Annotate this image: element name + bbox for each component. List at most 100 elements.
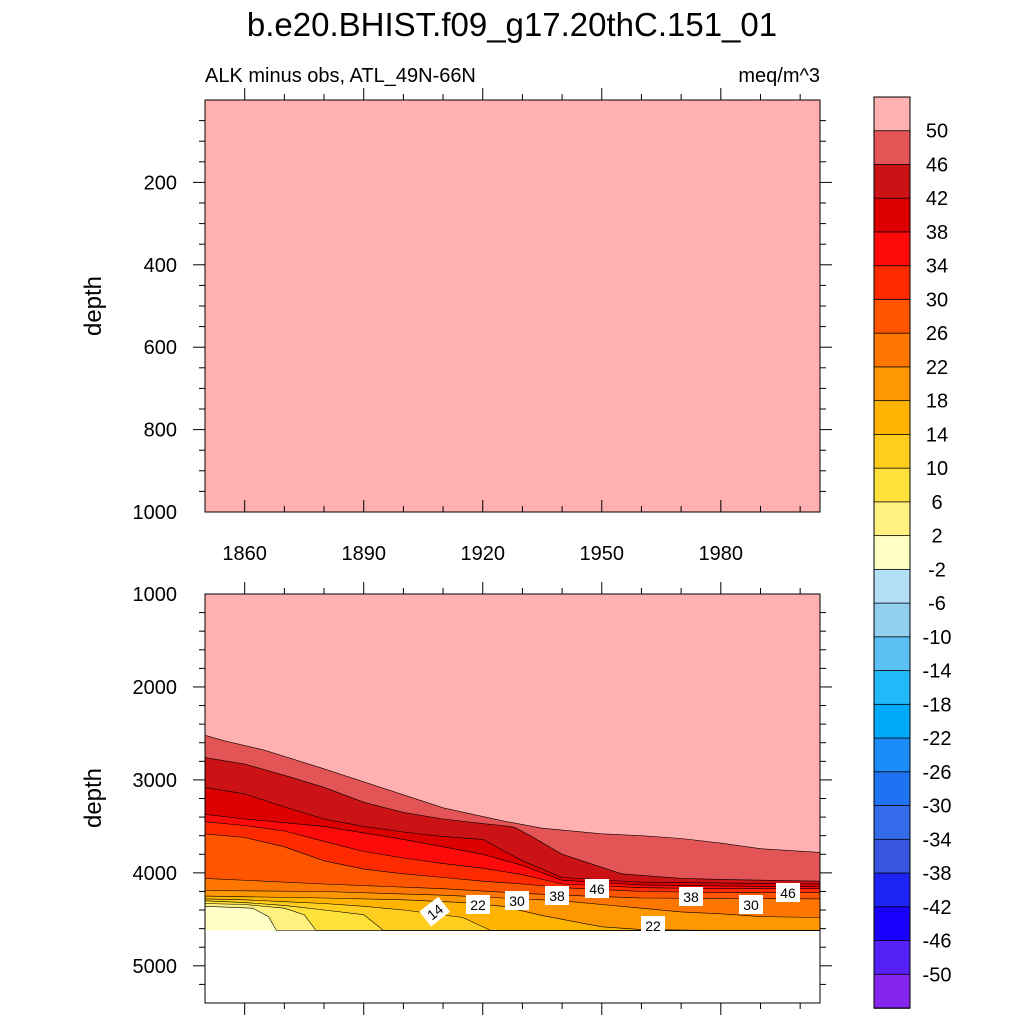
upper-ylabel: depth — [80, 276, 107, 336]
colorbar-swatch — [873, 400, 911, 436]
contour-label: 46 — [585, 879, 609, 898]
colorbar-swatch — [873, 973, 911, 1009]
contour-label-text: 22 — [470, 897, 486, 913]
colorbar-swatch — [873, 299, 911, 334]
colorbar-label: -42 — [923, 897, 952, 919]
colorbar-label: -50 — [923, 964, 952, 986]
y-tick-label: 1000 — [133, 584, 178, 606]
x-tick-label: 1920 — [460, 543, 505, 565]
colorbar-swatch — [873, 366, 911, 402]
contour-line — [205, 735, 820, 853]
x-tick-label: 1980 — [699, 543, 744, 565]
colorbar-label: 30 — [926, 289, 948, 311]
colorbar: 50 46 42 38 34 30 26 22 18 14 10 6 2 -2 -6 -10 -14 -18 -22… — [873, 96, 952, 1009]
contour-line — [205, 757, 820, 882]
colorbar-swatch — [873, 265, 911, 301]
contour-label-box — [679, 887, 703, 906]
colorbar-label: -14 — [923, 661, 952, 683]
colorbar-swatch — [873, 940, 911, 976]
lower-panel-contour-lines — [205, 735, 820, 931]
upper-panel-frame — [204, 99, 821, 513]
colorbar-swatch — [873, 670, 911, 706]
x-tick-label: 1890 — [341, 543, 386, 565]
colorbar-label: 6 — [931, 492, 942, 514]
chart-title: b.e20.BHIST.f09_g17.20thC.151_01 — [247, 6, 777, 43]
contour-label: 30 — [739, 895, 763, 914]
contour-label-box — [545, 886, 569, 905]
contour-label-text: 46 — [589, 881, 605, 897]
colorbar-frame — [873, 96, 911, 1009]
units-label: meq/m^3 — [738, 65, 820, 87]
colorbar-swatch — [873, 805, 911, 841]
colorbar-swatch — [873, 771, 911, 807]
colorbar-swatch — [873, 332, 911, 368]
lower-y-tick-labels: 1000 2000 3000 4000 5000 — [133, 584, 178, 978]
contour-label: 46 — [776, 883, 800, 902]
contour-label: 22 — [466, 895, 490, 914]
contour-label: 22 — [641, 916, 665, 935]
band-6-10 — [205, 900, 820, 931]
contour-line — [205, 821, 820, 889]
contour-line — [205, 878, 820, 900]
colorbar-swatch — [873, 164, 911, 200]
contour-line — [205, 833, 820, 893]
contour-label: 30 — [505, 891, 529, 910]
upper-y-tick-labels: 200 400 600 800 1000 — [133, 172, 178, 524]
colorbar-swatch — [873, 535, 911, 571]
colorbar-swatch — [873, 130, 911, 166]
colorbar-label: 18 — [926, 391, 948, 413]
y-tick-label: 600 — [144, 337, 177, 359]
y-tick-label: 3000 — [133, 770, 178, 792]
contour-label-text: 38 — [683, 889, 699, 905]
contour-label: 38 — [679, 887, 703, 906]
contour-label-text: 22 — [645, 918, 661, 934]
colorbar-label: 26 — [926, 323, 948, 345]
contour-line — [205, 890, 820, 918]
contour-line — [205, 898, 820, 931]
x-tick-label: 1860 — [222, 543, 267, 565]
colorbar-label: 2 — [931, 526, 942, 548]
contour-label-box — [505, 891, 529, 910]
colorbar-label: 10 — [926, 458, 948, 480]
band--2-2 — [205, 906, 820, 931]
contour-line — [205, 895, 820, 931]
colorbar-label: 22 — [926, 357, 948, 379]
subtitle-left: ALK minus obs, ATL_49N-66N — [205, 65, 476, 87]
contour-label-box — [419, 896, 450, 927]
contour-label-box — [776, 883, 800, 902]
colorbar-swatch — [873, 197, 911, 233]
lower-ylabel: depth — [80, 768, 107, 828]
colorbar-label: 38 — [926, 222, 948, 244]
colorbar-label: -26 — [923, 762, 952, 784]
colorbar-swatch — [873, 467, 911, 503]
contour-label: 14 — [419, 896, 450, 927]
lower-panel-bands — [205, 594, 820, 931]
lower-panel-contour-labels: 14 22 30 38 46 38 30 46 22 — [419, 879, 800, 935]
colorbar-swatch — [873, 231, 911, 267]
colorbar-label: -46 — [923, 931, 952, 953]
contour-label-box — [585, 879, 609, 898]
colorbar-label: -38 — [923, 863, 952, 885]
contour-label-text: 30 — [743, 897, 759, 913]
colorbar-label: 42 — [926, 188, 948, 210]
colorbar-swatch — [873, 636, 911, 672]
colorbar-label: -22 — [923, 728, 952, 750]
colorbar-swatch — [873, 737, 911, 773]
upper-panel-ticks — [193, 88, 832, 512]
contour-label-box — [739, 895, 763, 914]
upper-x-tick-labels: 1860 1890 1920 1950 1980 — [222, 543, 743, 565]
contour-label-text: 46 — [780, 885, 796, 901]
colorbar-label: 50 — [926, 121, 948, 143]
lower-panel-frame — [204, 593, 821, 1004]
colorbar-label: -6 — [928, 593, 946, 615]
colorbar-label: -34 — [923, 829, 952, 851]
colorbar-swatch — [873, 568, 911, 604]
contour-line — [205, 906, 820, 931]
contour-label-text: 38 — [549, 888, 565, 904]
contour-label-box — [466, 895, 490, 914]
y-tick-label: 1000 — [133, 502, 178, 524]
colorbar-swatch — [873, 434, 911, 469]
upper-panel: 200 400 600 800 1000 1860 1890 1920 1950 1980 de… — [80, 88, 832, 565]
colorbar-label: -10 — [923, 627, 952, 649]
